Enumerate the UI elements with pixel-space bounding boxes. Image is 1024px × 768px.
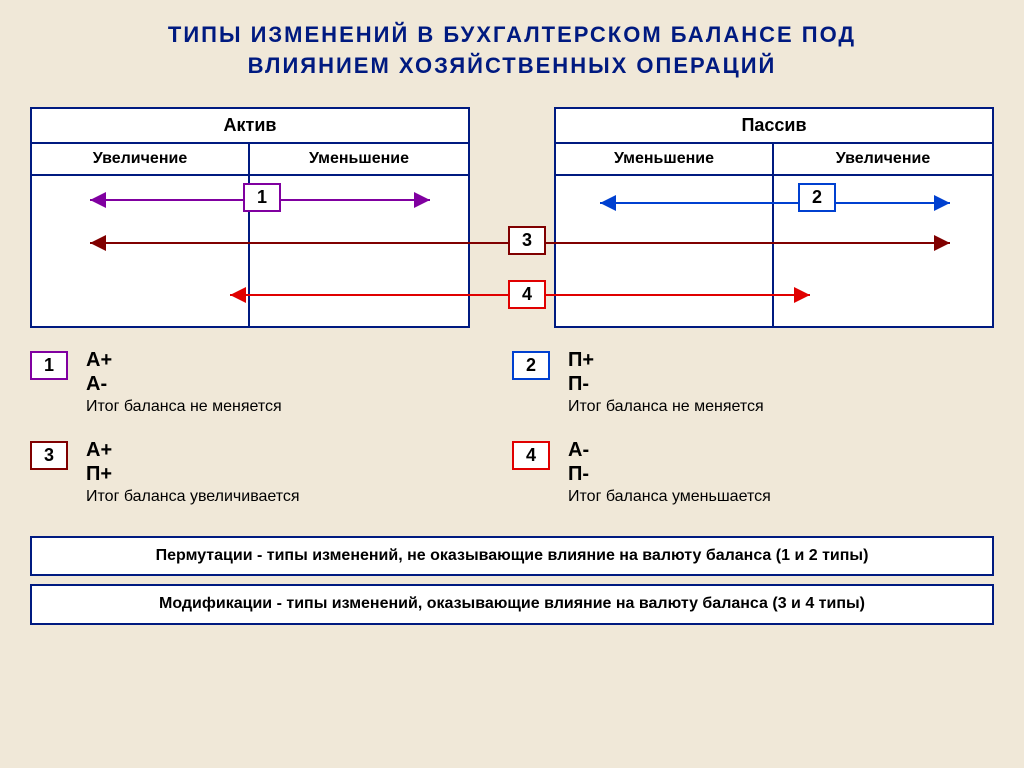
legend-4-p-minus: П-: [568, 462, 771, 486]
legend-badge-1: 1: [30, 351, 68, 380]
title-line-2: ВЛИЯНИЕМ ХОЗЯЙСТВЕННЫХ ОПЕРАЦИЙ: [248, 53, 777, 78]
table-passiv: Пассив Уменьшение Увеличение: [554, 107, 994, 328]
legend-3-a-plus: А+: [86, 438, 300, 462]
badge-3: 3: [508, 226, 546, 255]
legend-badge-3: 3: [30, 441, 68, 470]
badge-1: 1: [243, 183, 281, 212]
aktiv-columns: Увеличение Уменьшение: [32, 144, 468, 176]
footer-permutations: Пермутации - типы изменений, не оказываю…: [30, 536, 994, 577]
aktiv-header: Актив: [32, 109, 468, 144]
passiv-header: Пассив: [556, 109, 992, 144]
legend-badge-2: 2: [512, 351, 550, 380]
legend-3-desc: Итог баланса увеличивается: [86, 488, 300, 506]
legend-item-4: 4 А- П- Итог баланса уменьшается: [512, 438, 994, 506]
legend-1-a-minus: А-: [86, 372, 282, 396]
title-line-1: ТИПЫ ИЗМЕНЕНИЙ В БУХГАЛТЕРСКОМ БАЛАНСЕ П…: [168, 22, 856, 47]
page-title: ТИПЫ ИЗМЕНЕНИЙ В БУХГАЛТЕРСКОМ БАЛАНСЕ П…: [30, 20, 994, 82]
aktiv-col-increase: Увеличение: [32, 144, 250, 174]
legend-2-p-plus: П+: [568, 348, 764, 372]
aktiv-col-decrease: Уменьшение: [250, 144, 468, 174]
legend-1-a-plus: А+: [86, 348, 282, 372]
legend-2-p-minus: П-: [568, 372, 764, 396]
legend: 1 А+ А- Итог баланса не меняется 2 П+ П-…: [30, 348, 994, 528]
passiv-col-decrease: Уменьшение: [556, 144, 774, 174]
legend-item-1: 1 А+ А- Итог баланса не меняется: [30, 348, 512, 416]
legend-4-a-minus: А-: [568, 438, 771, 462]
legend-item-3: 3 А+ П+ Итог баланса увеличивается: [30, 438, 512, 506]
passiv-col-increase: Увеличение: [774, 144, 992, 174]
legend-2-desc: Итог баланса не меняется: [568, 398, 764, 416]
legend-badge-4: 4: [512, 441, 550, 470]
legend-1-desc: Итог баланса не меняется: [86, 398, 282, 416]
legend-3-p-plus: П+: [86, 462, 300, 486]
badge-4: 4: [508, 280, 546, 309]
legend-item-2: 2 П+ П- Итог баланса не меняется: [512, 348, 994, 416]
table-aktiv: Актив Увеличение Уменьшение: [30, 107, 470, 328]
legend-4-desc: Итог баланса уменьшается: [568, 488, 771, 506]
passiv-body: [556, 176, 992, 326]
badge-2: 2: [798, 183, 836, 212]
footer-modifications: Модификации - типы изменений, оказывающи…: [30, 584, 994, 625]
passiv-columns: Уменьшение Увеличение: [556, 144, 992, 176]
